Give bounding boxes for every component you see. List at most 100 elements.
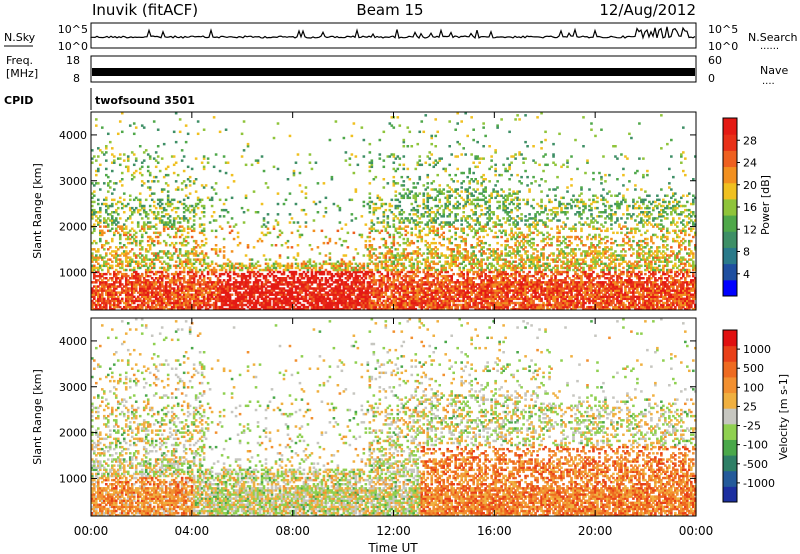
- data-cell: [406, 270, 410, 274]
- data-cell: [332, 281, 336, 284]
- data-cell: [152, 295, 156, 299]
- data-cell: [426, 293, 430, 296]
- data-cell: [292, 285, 296, 288]
- data-cell: [434, 285, 438, 288]
- data-cell: [144, 293, 148, 296]
- data-cell: [276, 235, 280, 239]
- data-cell: [116, 270, 120, 274]
- data-cell: [156, 128, 160, 131]
- data-cell: [362, 299, 366, 303]
- data-cell: [152, 293, 156, 296]
- data-cell: [214, 250, 218, 253]
- data-cell: [376, 206, 380, 210]
- data-cell: [172, 305, 176, 309]
- data-cell: [254, 291, 258, 294]
- data-cell: [94, 281, 98, 284]
- data-cell: [404, 248, 408, 251]
- data-cell: [114, 293, 118, 296]
- data-cell: [252, 264, 256, 268]
- data-cell: [186, 303, 190, 307]
- data-cell: [380, 229, 384, 233]
- data-cell: [358, 262, 362, 266]
- data-cell: [368, 277, 372, 280]
- data-cell: [368, 258, 372, 261]
- data-cell: [182, 287, 186, 290]
- data-cell: [94, 303, 98, 307]
- data-cell: [186, 252, 190, 255]
- data-cell: [292, 221, 296, 224]
- data-cell: [414, 186, 418, 189]
- data-cell: [104, 264, 108, 268]
- data-cell: [286, 289, 290, 292]
- data-cell: [360, 295, 364, 299]
- data-cell: [382, 244, 386, 247]
- data-cell: [110, 303, 114, 307]
- data-cell: [162, 215, 166, 218]
- data-cell: [460, 289, 463, 292]
- data-cell: [364, 295, 368, 299]
- data-cell: [406, 287, 410, 290]
- data-cell: [432, 299, 436, 303]
- data-cell: [460, 262, 463, 266]
- data-cell: [236, 295, 240, 299]
- data-cell: [458, 262, 461, 266]
- data-cell: [300, 287, 304, 290]
- data-cell: [222, 262, 226, 266]
- data-cell: [366, 285, 370, 288]
- data-cell: [214, 262, 218, 266]
- data-cell: [432, 161, 436, 164]
- data-cell: [100, 289, 104, 292]
- data-cell: [370, 254, 374, 257]
- data-cell: [124, 165, 128, 169]
- data-cell: [458, 299, 461, 303]
- data-cell: [170, 256, 174, 259]
- data-cell: [368, 287, 372, 290]
- data-cell: [252, 289, 256, 292]
- data-cell: [130, 281, 134, 284]
- data-cell: [150, 252, 154, 255]
- data-cell: [378, 281, 382, 284]
- data-cell: [312, 289, 316, 292]
- data-cell: [346, 287, 350, 290]
- data-cell: [264, 291, 268, 294]
- data-cell: [256, 307, 260, 311]
- data-cell: [462, 198, 465, 202]
- data-cell: [418, 252, 422, 255]
- data-cell: [352, 289, 356, 292]
- data-cell: [224, 293, 228, 296]
- data-cell: [104, 173, 108, 177]
- data-cell: [356, 299, 360, 303]
- data-cell: [430, 252, 434, 255]
- data-cell: [462, 227, 465, 230]
- data-cell: [328, 301, 332, 305]
- data-cell: [106, 204, 110, 208]
- data-cell: [468, 295, 471, 299]
- data-cell: [106, 285, 110, 288]
- data-cell: [140, 305, 144, 309]
- data-cell: [172, 272, 176, 276]
- data-cell: [100, 274, 104, 278]
- data-cell: [142, 289, 146, 292]
- data-cell: [352, 281, 356, 284]
- data-cell: [404, 254, 408, 257]
- data-cell: [430, 291, 434, 294]
- nave-label: Nave: [760, 64, 788, 77]
- data-cell: [464, 219, 467, 222]
- data-cell: [378, 198, 382, 202]
- data-cell: [134, 272, 138, 276]
- data-cell: [456, 155, 459, 158]
- data-cell: [180, 182, 184, 185]
- data-cell: [168, 307, 172, 311]
- data-cell: [322, 270, 326, 274]
- data-cell: [284, 301, 288, 305]
- data-cell: [462, 229, 465, 233]
- data-cell: [124, 303, 128, 307]
- data-cell: [166, 204, 170, 208]
- data-cell: [386, 305, 390, 309]
- data-cell: [112, 291, 116, 294]
- data-cell: [188, 192, 192, 195]
- data-cell: [282, 291, 286, 294]
- data-cell: [400, 208, 404, 212]
- data-cell: [160, 277, 164, 280]
- data-cell: [360, 285, 364, 288]
